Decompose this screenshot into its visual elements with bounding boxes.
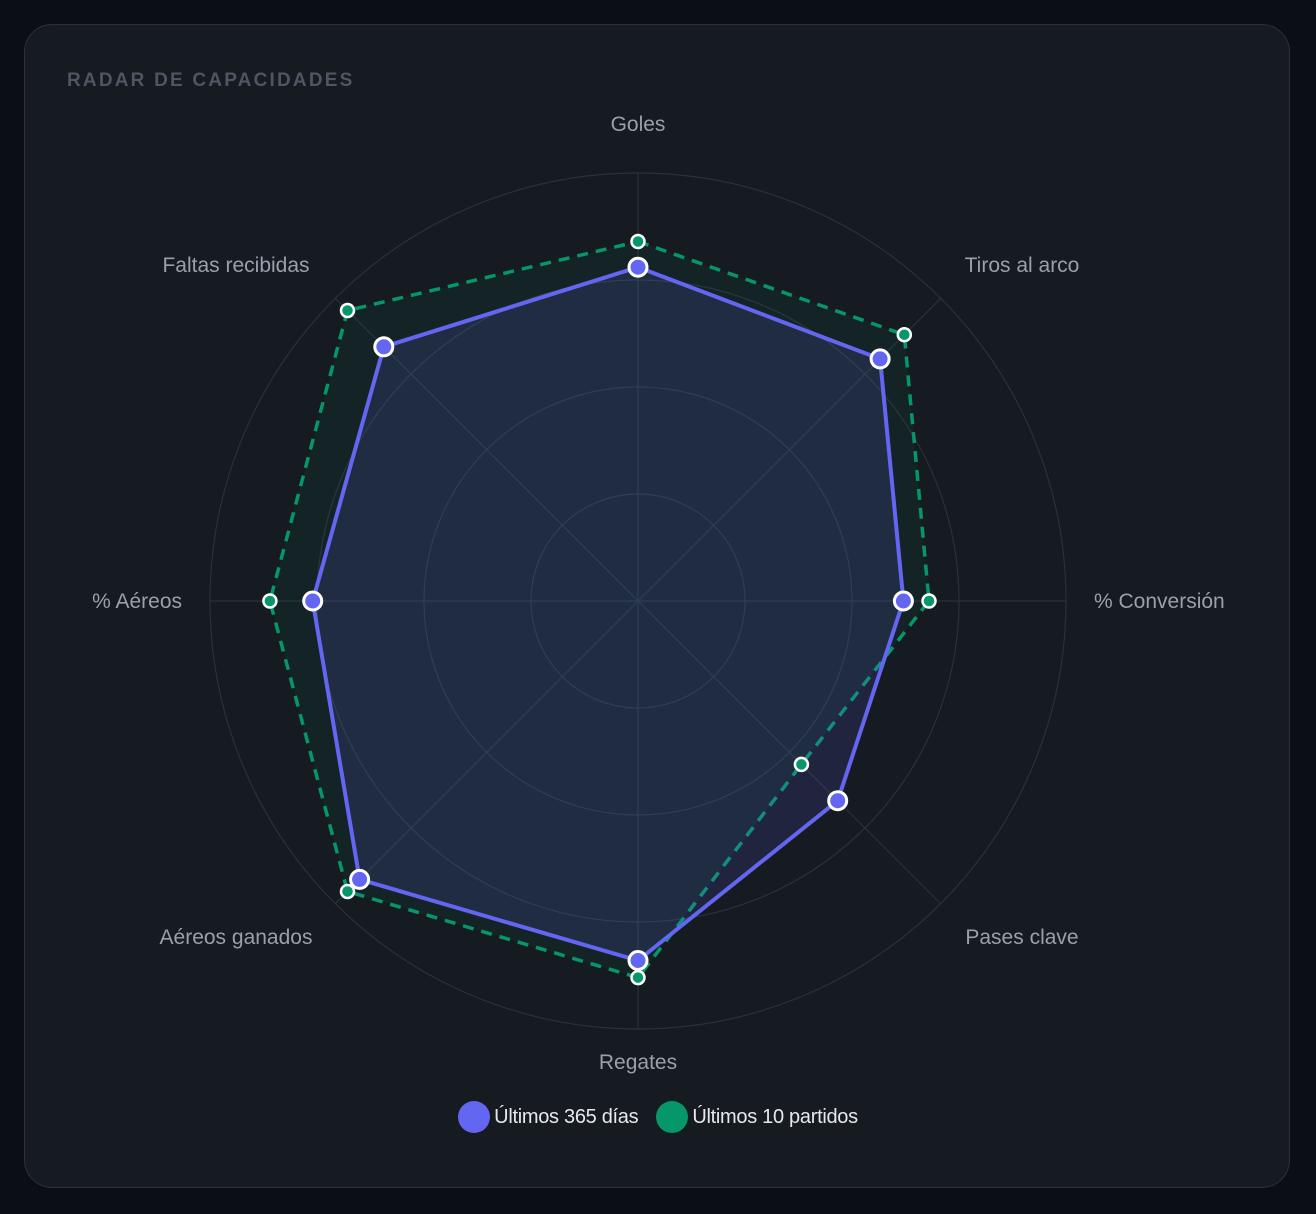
- series-2-point-5[interactable]: [630, 969, 646, 986]
- series-2-point-1[interactable]: [630, 233, 646, 250]
- radar-series: [268, 239, 931, 980]
- series-2-point-6[interactable]: [339, 883, 356, 900]
- axis-label-3: % Conversión: [1094, 590, 1225, 613]
- series-2-point-4[interactable]: [793, 756, 810, 773]
- card-title: RADAR DE CAPACIDADES: [67, 70, 355, 91]
- radar-points: [262, 233, 937, 986]
- series-2-point-7[interactable]: [262, 593, 278, 609]
- legend-swatch-series-2: [656, 1101, 689, 1133]
- grid-spoke-6: [334, 600, 639, 905]
- axis-label-5: Regates: [599, 1051, 677, 1074]
- legend-swatch-series-1: [458, 1101, 491, 1133]
- axis-label-1: Goles: [611, 113, 666, 136]
- grid-spoke-4: [637, 600, 942, 905]
- chart-legend: Últimos 365 días Últimos 10 partidos: [0, 1100, 1316, 1134]
- series-1-point-4[interactable]: [827, 790, 849, 812]
- legend-item-series-2[interactable]: Últimos 10 partidos: [656, 1101, 858, 1133]
- series-2-point-2[interactable]: [896, 326, 913, 343]
- legend-label-series-2: Últimos 10 partidos: [692, 1105, 858, 1128]
- legend-item-series-1[interactable]: Últimos 365 días: [458, 1101, 639, 1133]
- series-2-point-8[interactable]: [339, 302, 356, 319]
- radar-axis-labels: Goles Tiros al arco % Conversión Pases clav…: [92, 113, 1225, 1074]
- axis-label-2: Tiros al arco: [965, 254, 1080, 277]
- axis-label-4: Pases clave: [965, 926, 1078, 949]
- series-1-point-2[interactable]: [869, 348, 891, 370]
- axis-label-7: % Aéreos: [92, 590, 182, 613]
- legend-label-series-1: Últimos 365 días: [494, 1105, 639, 1128]
- radar-card: RADAR DE CAPACIDADES: [24, 24, 1290, 1188]
- series-2-point-3[interactable]: [921, 593, 937, 609]
- series-1-point-3[interactable]: [892, 590, 914, 612]
- series-1-point-6[interactable]: [349, 868, 371, 890]
- radar-grid: [209, 172, 1067, 1030]
- axis-label-8: Faltas recibidas: [162, 254, 309, 277]
- series-area-2: [268, 239, 931, 980]
- axis-label-6: Aéreos ganados: [160, 926, 313, 949]
- series-1-point-7[interactable]: [302, 590, 324, 612]
- series-1-point-1[interactable]: [627, 256, 649, 278]
- series-1-point-5[interactable]: [627, 950, 649, 971]
- grid-spoke-2: [637, 297, 942, 602]
- series-1-point-8[interactable]: [373, 336, 395, 358]
- series-area-1: [310, 265, 906, 963]
